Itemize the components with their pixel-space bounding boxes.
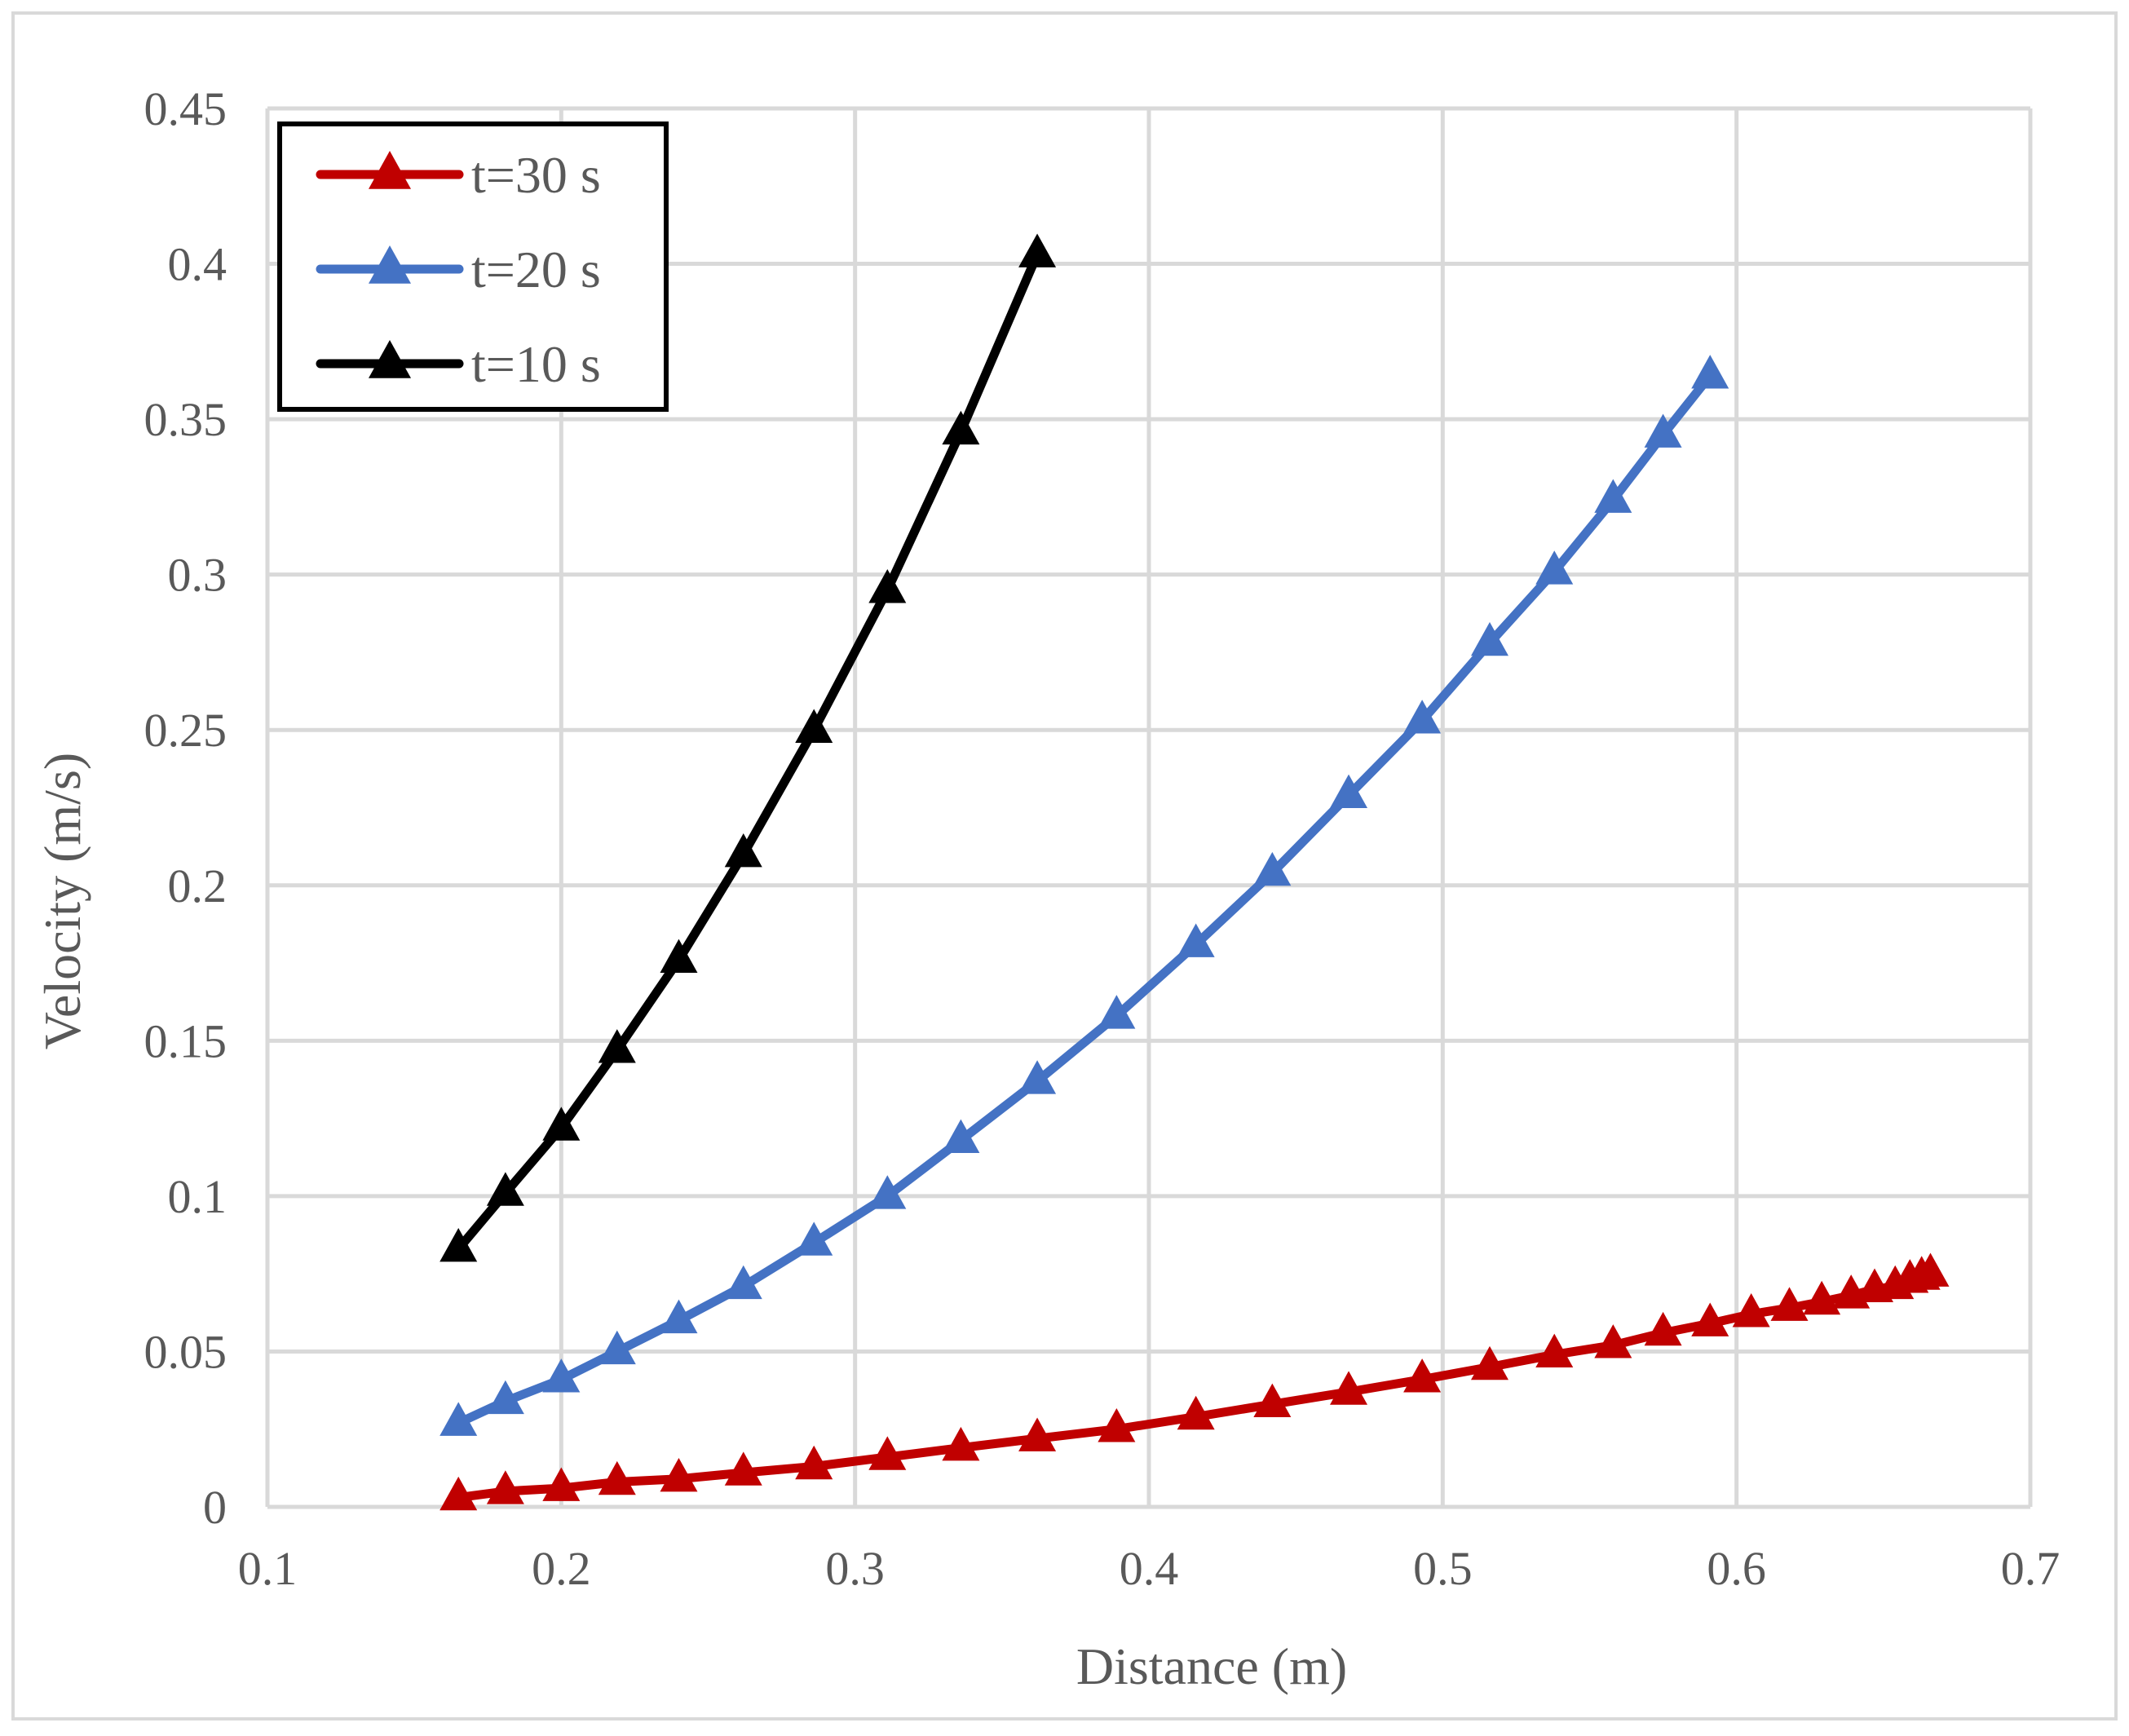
y-axis-title: Velocity (m/s) xyxy=(33,753,91,1049)
legend-item: t=10 s xyxy=(316,335,601,393)
y-tick-label: 0.05 xyxy=(144,1325,227,1378)
data-point-marker xyxy=(724,1265,762,1300)
x-tick-label: 0.4 xyxy=(1120,1542,1179,1595)
x-axis-ticks: 0.1 0.2 0.3 0.4 0.5 0.6 0.7 xyxy=(238,1542,2061,1595)
series-layer xyxy=(439,233,1950,1511)
data-point-marker xyxy=(1691,355,1729,389)
data-point-marker xyxy=(868,569,907,603)
data-point-marker xyxy=(660,1458,698,1492)
data-point-marker xyxy=(598,1330,636,1365)
y-tick-label: 0.25 xyxy=(144,704,227,757)
y-tick-label: 0.2 xyxy=(168,859,227,912)
y-axis-ticks: 0 0.05 0.1 0.15 0.2 0.25 0.3 0.35 0.4 0.45 xyxy=(144,82,227,1534)
data-point-marker xyxy=(439,1402,478,1436)
gridlines xyxy=(265,106,2033,1509)
data-point-marker xyxy=(795,1445,833,1480)
data-point-marker xyxy=(868,1436,907,1470)
x-tick-label: 0.6 xyxy=(1707,1542,1766,1595)
data-point-marker xyxy=(1253,1383,1292,1417)
data-point-marker xyxy=(1098,1408,1136,1442)
legend: t=30 s t=20 s t=10 s xyxy=(277,121,669,412)
y-tick-label: 0.35 xyxy=(144,393,227,446)
y-tick-label: 0.45 xyxy=(144,82,227,135)
data-point-marker xyxy=(1330,1371,1368,1405)
x-tick-label: 0.3 xyxy=(825,1542,885,1595)
data-point-marker xyxy=(1330,774,1368,808)
legend-marker xyxy=(369,339,411,378)
y-tick-label: 0.1 xyxy=(168,1170,227,1223)
data-point-marker xyxy=(542,1358,581,1393)
data-point-marker xyxy=(1098,995,1136,1029)
series-line xyxy=(453,250,1042,1254)
data-point-marker xyxy=(1535,1333,1574,1367)
x-tick-label: 0.5 xyxy=(1413,1542,1473,1595)
data-point-marker xyxy=(660,1299,698,1334)
data-point-marker xyxy=(724,833,762,868)
legend-label: t=10 s xyxy=(471,335,601,393)
x-axis-title: Distance (m) xyxy=(1076,1637,1347,1695)
data-point-marker xyxy=(795,709,833,743)
legend-label: t=20 s xyxy=(471,241,601,298)
data-point-marker xyxy=(795,1221,833,1256)
y-tick-label: 0 xyxy=(203,1481,227,1534)
data-point-marker xyxy=(1594,1324,1632,1358)
data-point-marker xyxy=(1691,1302,1729,1336)
data-point-marker xyxy=(1911,1252,1950,1287)
data-point-marker xyxy=(598,1460,636,1495)
y-tick-label: 0.15 xyxy=(144,1014,227,1067)
series-t-10-s xyxy=(439,233,1057,1262)
x-tick-label: 0.1 xyxy=(238,1542,298,1595)
data-point-marker xyxy=(1732,1293,1770,1327)
data-point-marker xyxy=(486,1470,524,1504)
y-tick-label: 0.4 xyxy=(168,238,227,291)
data-point-marker xyxy=(868,1175,907,1209)
data-point-marker xyxy=(439,1476,478,1511)
data-point-marker xyxy=(1018,233,1057,267)
data-point-marker xyxy=(1470,621,1508,656)
data-point-marker xyxy=(1177,923,1215,957)
x-tick-label: 0.7 xyxy=(2001,1542,2061,1595)
legend-marker xyxy=(369,245,411,284)
data-point-marker xyxy=(542,1107,581,1141)
data-point-marker xyxy=(486,1380,524,1415)
data-point-marker xyxy=(942,1426,980,1461)
data-point-marker xyxy=(1803,1280,1841,1315)
data-point-marker xyxy=(724,1451,762,1486)
data-point-marker xyxy=(598,1029,636,1063)
data-point-marker xyxy=(1644,413,1682,448)
data-point-marker xyxy=(1177,1395,1215,1430)
data-point-marker xyxy=(1403,1358,1442,1393)
series-t-30-s xyxy=(439,1252,1950,1511)
data-point-marker xyxy=(942,1119,980,1154)
data-point-marker xyxy=(1403,700,1442,734)
legend-label: t=30 s xyxy=(471,146,601,204)
data-point-marker xyxy=(1018,1417,1057,1451)
data-point-marker xyxy=(1470,1345,1508,1380)
data-point-marker xyxy=(1535,550,1574,585)
data-point-marker xyxy=(942,410,980,445)
data-point-marker xyxy=(660,939,698,973)
legend-item: t=20 s xyxy=(316,241,601,298)
data-point-marker xyxy=(439,1228,478,1262)
data-point-marker xyxy=(542,1467,581,1501)
legend-item: t=30 s xyxy=(316,146,601,204)
x-tick-label: 0.2 xyxy=(532,1542,591,1595)
legend-marker xyxy=(369,150,411,189)
data-point-marker xyxy=(1644,1311,1682,1346)
data-point-marker xyxy=(1594,479,1632,513)
data-point-marker xyxy=(486,1172,524,1206)
data-point-marker xyxy=(1018,1060,1057,1094)
y-tick-label: 0.3 xyxy=(168,549,227,602)
series-t-20-s xyxy=(439,355,1729,1436)
data-point-marker xyxy=(1770,1287,1809,1321)
data-point-marker xyxy=(1253,851,1292,886)
